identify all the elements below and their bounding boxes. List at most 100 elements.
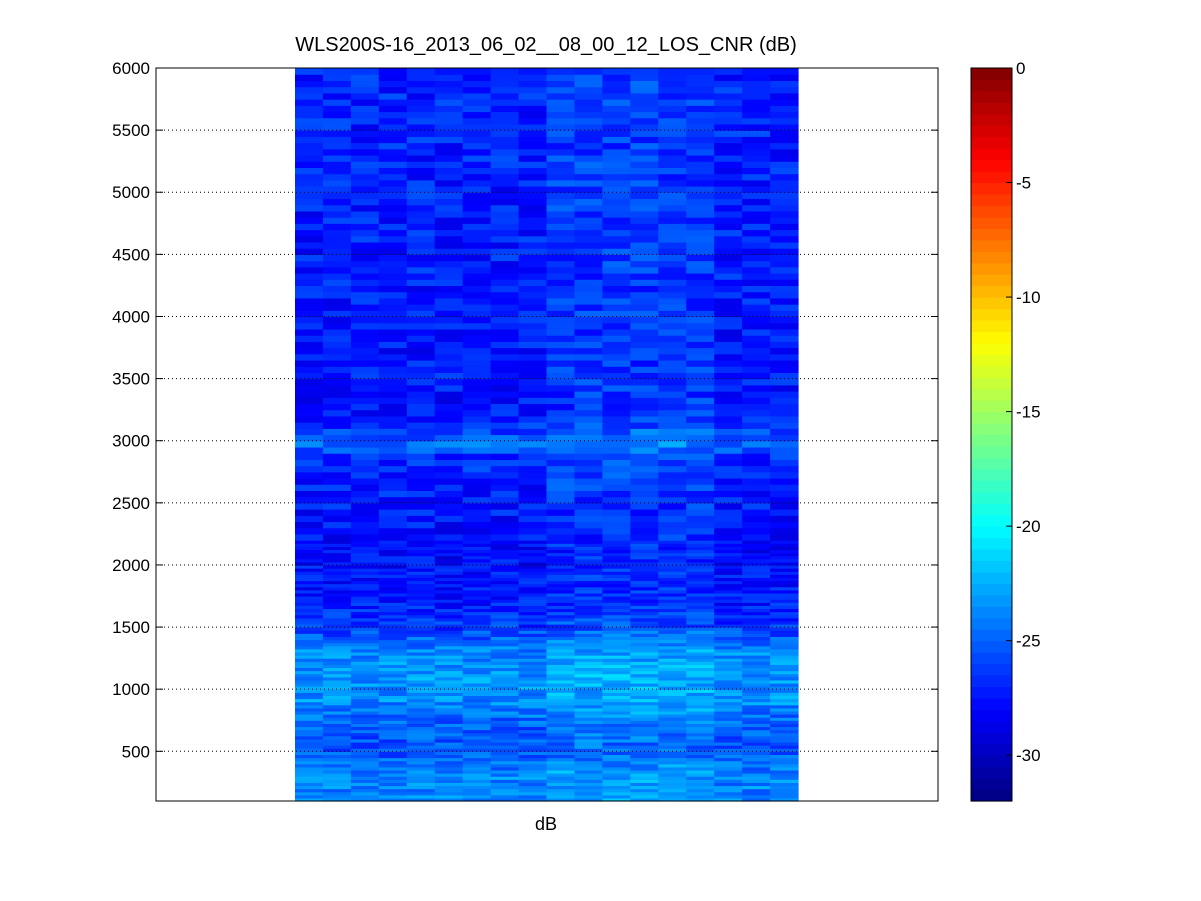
heatmap-cell [546,794,576,799]
heatmap-cell [295,223,324,231]
heatmap-cell [574,670,603,675]
heatmap-cell [462,484,492,491]
heatmap-cell [295,667,324,672]
heatmap-cell [518,651,548,656]
heatmap-cell [546,627,576,631]
heatmap-cell [546,602,576,606]
heatmap-cell [714,701,743,706]
heatmap-cell [770,186,799,193]
heatmap-cell [742,235,771,243]
colorbar-swatch [971,342,1012,355]
heatmap-cell [546,651,576,656]
heatmap-cell [295,670,324,675]
heatmap-cell [434,291,464,299]
heatmap-cell [350,791,380,796]
heatmap-cell [378,592,408,597]
heatmap-cell [602,549,631,554]
heatmap-cell [742,630,771,634]
heatmap-cell [434,630,464,634]
heatmap-cell [406,592,436,597]
heatmap-cell [574,272,603,280]
heatmap-cell [630,741,659,746]
heatmap-cell [742,599,771,603]
heatmap-cell [574,509,603,516]
heatmap-cell [714,633,743,637]
heatmap-cell [686,670,715,675]
heatmap-cell [518,130,548,137]
heatmap-cell [462,549,492,554]
colorbar-swatch [971,434,1012,447]
heatmap-cell [322,561,352,566]
heatmap-cell [434,611,464,616]
heatmap-cell [378,521,408,529]
heatmap-cell [434,586,464,591]
heatmap-cell [658,465,687,473]
heatmap-cell [742,773,771,777]
heatmap-cell [546,136,576,144]
heatmap-cell [378,723,408,728]
heatmap-cell [742,785,771,790]
heatmap-cell [406,409,436,417]
heatmap-cell [462,366,492,373]
heatmap-cell [686,555,715,560]
heatmap-cell [714,710,743,715]
heatmap-cell [518,254,548,262]
heatmap-cell [322,741,352,746]
heatmap-cell [770,515,799,523]
colorbar-tick-label: -30 [1016,746,1041,765]
heatmap-cell [686,605,715,610]
heatmap-cell [434,686,464,690]
heatmap-cell [686,763,715,768]
heatmap-cell [434,86,464,94]
heatmap-cell [462,794,492,799]
heatmap-cell [406,484,436,491]
heatmap-cell [462,167,492,175]
heatmap-cell [742,496,771,504]
heatmap-cell [574,586,603,591]
heatmap-cell [490,179,520,187]
heatmap-cell [490,769,520,774]
colorbar-swatch [971,331,1012,344]
heatmap-cell [350,695,380,700]
heatmap-cell [322,695,352,700]
heatmap-cell [546,80,576,88]
heatmap-cell [742,596,771,600]
heatmap-cell [350,568,380,572]
colorbar-swatch [971,228,1012,241]
heatmap-cell [574,248,603,255]
heatmap-cell [658,477,687,485]
heatmap-cell [630,86,659,94]
heatmap-cell [686,316,715,324]
heatmap-cell [770,710,799,715]
heatmap-cell [742,791,771,796]
heatmap-cell [686,596,715,600]
heatmap-cell [490,661,520,665]
heatmap-cell [546,583,576,588]
heatmap-cell [406,154,436,162]
heatmap-cell [686,99,715,106]
heatmap-cell [350,760,380,765]
heatmap-cell [714,769,743,774]
heatmap-cell [546,679,576,684]
heatmap-cell [742,571,771,575]
heatmap-cell [434,692,464,696]
heatmap-cell [714,359,743,367]
heatmap-cell [714,372,743,380]
heatmap-cell [574,667,603,672]
heatmap-cell [686,509,715,516]
heatmap-cell [574,568,603,572]
heatmap-cell [770,359,799,367]
heatmap-cell [350,471,380,479]
heatmap-cell [630,111,659,119]
heatmap-cell [350,465,380,473]
heatmap-cell [490,564,520,569]
heatmap-cell [742,568,771,572]
heatmap-cell [322,148,352,156]
heatmap-cell [574,316,603,324]
heatmap-cell [518,167,548,175]
heatmap-cell [490,729,520,734]
heatmap-cell [406,720,436,724]
heatmap-cell [742,707,771,712]
heatmap-cell [350,645,380,650]
heatmap-cell [770,254,799,262]
